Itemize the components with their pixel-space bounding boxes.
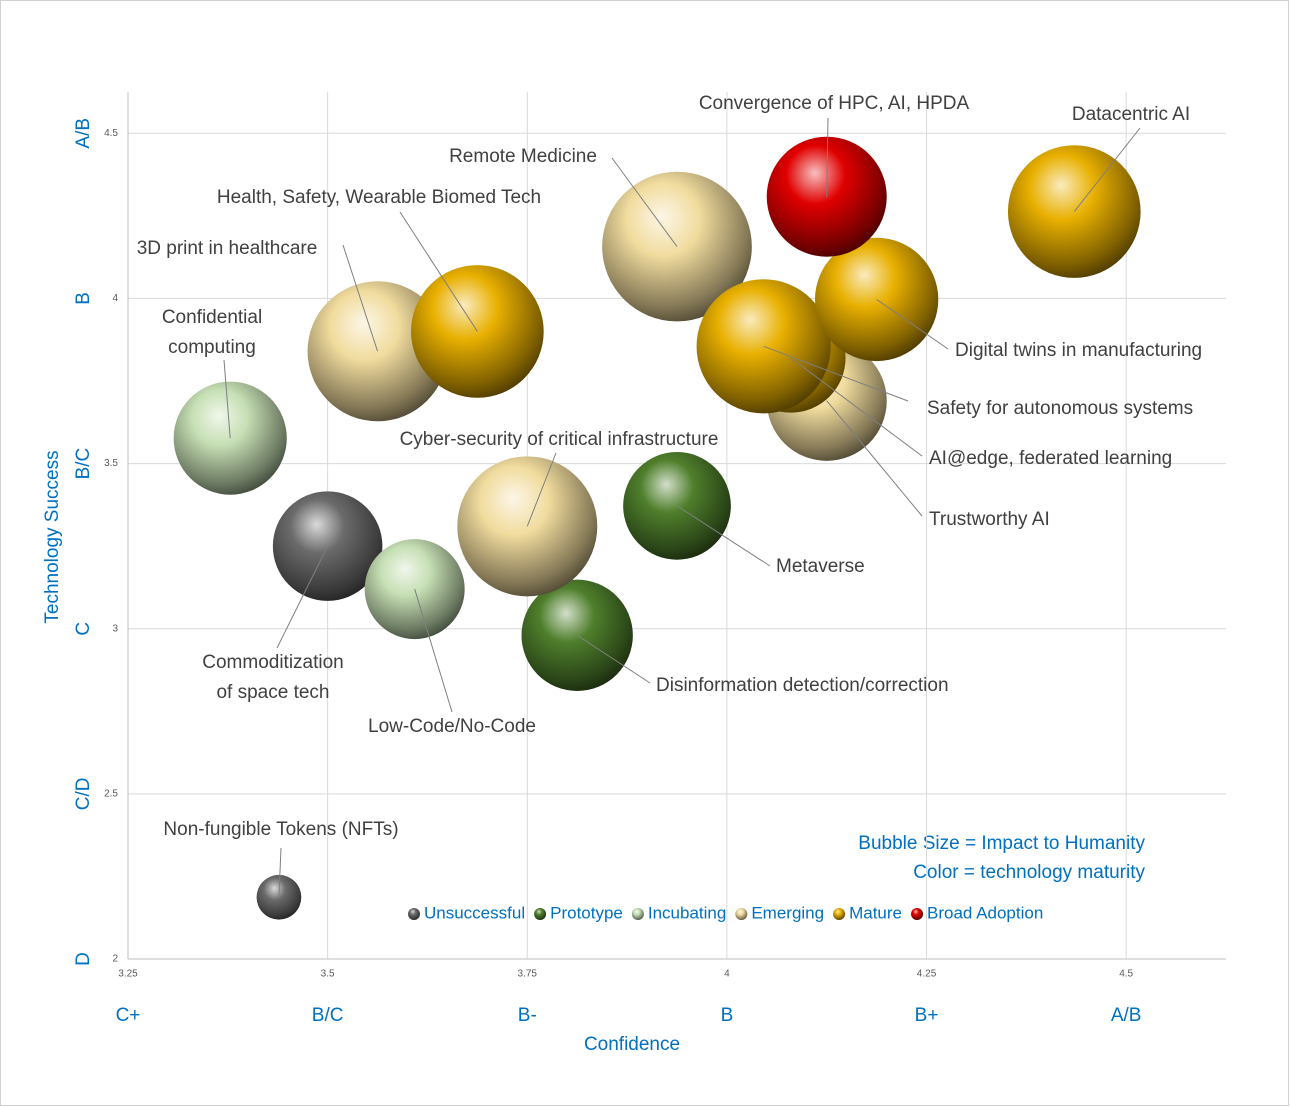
bubble-label: Datacentric AI: [1072, 104, 1190, 125]
leader-line: [342, 244, 379, 352]
bubble-label: Safety for autonomous systems: [927, 398, 1193, 419]
x-axis-title: Confidence: [584, 1034, 680, 1055]
y-grade-label: B/C: [73, 448, 94, 480]
y-grade-label: B: [73, 292, 94, 305]
y-tick-label: 2: [112, 954, 118, 965]
legend-marker: [833, 908, 846, 920]
y-tick-label: 3: [112, 623, 118, 634]
legend-marker: [735, 908, 748, 920]
x-grade-label: B+: [915, 1005, 939, 1026]
bubble-label: 3D print in healthcare: [137, 238, 318, 259]
x-tick-label: 3.5: [321, 969, 335, 980]
bubble-label: Trustworthy AI: [929, 509, 1050, 530]
y-grade-label: C/D: [73, 777, 94, 810]
x-tick-label: 4.5: [1119, 969, 1133, 980]
leader-line: [414, 588, 453, 713]
x-tick-label: 4: [724, 969, 730, 980]
bubble-label: computing: [168, 337, 256, 358]
leader-line: [223, 359, 231, 439]
x-grade-label: B-: [518, 1005, 537, 1026]
leader-line: [278, 847, 282, 898]
leader-line: [576, 634, 651, 684]
x-grade-label: B: [721, 1005, 734, 1026]
y-axis-title: Technology Success: [42, 450, 63, 623]
leader-line: [399, 211, 478, 332]
leader-line: [676, 505, 771, 567]
legend-marker: [631, 908, 644, 920]
legend-label: Emerging: [751, 903, 824, 922]
legend-marker: [408, 908, 420, 920]
y-tick-label: 2.5: [104, 788, 118, 799]
legend-label: Broad Adoption: [927, 903, 1043, 922]
bubble-label: Health, Safety, Wearable Biomed Tech: [217, 187, 541, 208]
bubble: [521, 579, 633, 691]
y-grade-label: C: [73, 622, 94, 636]
annotation: Color = technology maturity: [913, 862, 1145, 883]
legend-marker: [534, 908, 547, 920]
leader-line: [763, 345, 909, 402]
y-grade-label: A/B: [73, 118, 94, 149]
legend-label: Mature: [849, 903, 902, 922]
leader-line: [826, 400, 923, 517]
x-grade-label: A/B: [1111, 1005, 1142, 1026]
bubble-label: Commoditization: [202, 652, 344, 673]
x-grade-label: B/C: [312, 1005, 344, 1026]
bubble-label: Disinformation detection/correction: [656, 675, 949, 696]
bubble-label: Digital twins in manufacturing: [955, 340, 1202, 361]
leader-line: [876, 299, 949, 350]
leader-line: [826, 117, 829, 197]
y-tick-label: 4: [112, 293, 118, 304]
x-tick-label: 3.25: [118, 969, 138, 980]
legend-label: Incubating: [648, 903, 726, 922]
x-grade-label: C+: [116, 1005, 141, 1026]
bubble-label: of space tech: [216, 682, 329, 703]
legend-label: Prototype: [550, 903, 623, 922]
bubble-label: AI@edge, federated learning: [929, 448, 1172, 469]
leader-line: [611, 157, 678, 247]
bubble-label: Metaverse: [776, 556, 865, 577]
leader-line: [276, 545, 329, 649]
legend-marker: [911, 908, 924, 920]
x-tick-label: 4.25: [917, 969, 937, 980]
y-grade-label: D: [73, 952, 94, 966]
bubble-label: Non-fungible Tokens (NFTs): [163, 819, 398, 840]
y-tick-label: 4.5: [104, 128, 118, 139]
bubble-label: Low-Code/No-Code: [368, 716, 536, 737]
bubble-label: Cyber-security of critical infrastructur…: [400, 429, 719, 450]
leader-line: [790, 357, 923, 457]
y-tick-label: 3.5: [104, 458, 118, 469]
leader-line: [526, 452, 557, 527]
legend-label: Unsuccessful: [424, 903, 525, 922]
annotation: Bubble Size = Impact to Humanity: [858, 833, 1145, 854]
bubble-label: Confidential: [162, 307, 262, 328]
bubble-label: Remote Medicine: [449, 146, 597, 167]
leader-line: [1073, 127, 1141, 212]
bubble-label: Convergence of HPC, AI, HPDA: [699, 93, 970, 114]
x-tick-label: 3.75: [518, 969, 538, 980]
